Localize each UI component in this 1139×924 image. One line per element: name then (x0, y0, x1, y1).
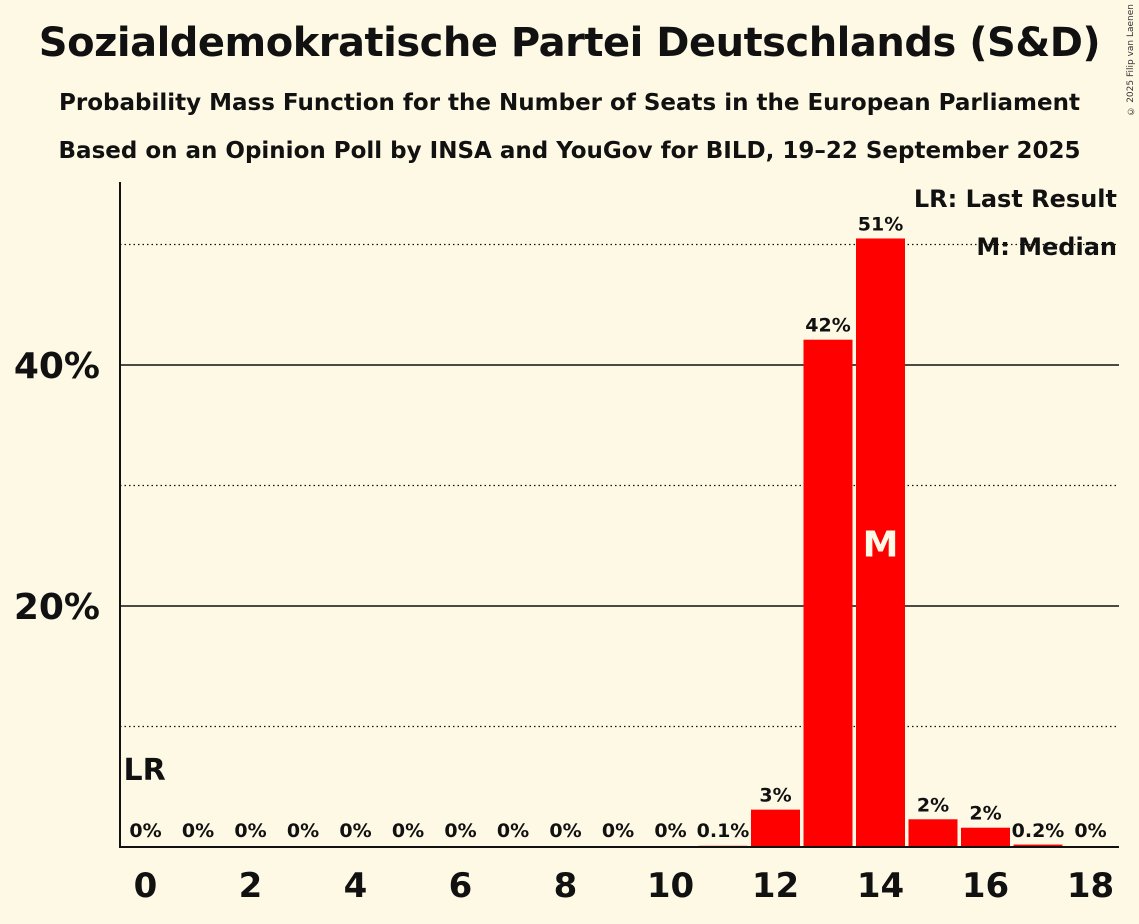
x-tick-label-4: 4 (344, 866, 368, 906)
chart-title: Sozialdemokratische Partei Deutschlands … (38, 20, 1101, 66)
median-marker: M (863, 525, 899, 566)
data-label-seat-4: 0% (339, 820, 371, 842)
data-label-seat-6: 0% (444, 820, 476, 842)
bar-seat-16 (961, 827, 1010, 847)
x-tick-label-6: 6 (449, 866, 473, 906)
bar-seat-17 (1013, 844, 1063, 847)
y-tick-label-40: 40% (14, 346, 100, 387)
data-label-seat-0: 0% (129, 820, 161, 842)
x-tick-label-2: 2 (239, 866, 263, 906)
data-label-seat-7: 0% (497, 820, 529, 842)
last-result-marker: LR (124, 753, 166, 788)
data-label-seat-10: 0% (654, 820, 686, 842)
x-tick-label-18: 18 (1067, 866, 1114, 906)
bar-seat-15 (908, 819, 958, 847)
data-label-seat-8: 0% (549, 820, 581, 842)
data-label-seat-12: 3% (759, 785, 791, 807)
data-label-seat-17: 0.2% (1012, 820, 1065, 842)
x-tick-label-14: 14 (857, 866, 904, 906)
data-label-seat-9: 0% (602, 820, 634, 842)
data-label-seat-5: 0% (392, 820, 424, 842)
bar-seat-13 (803, 339, 853, 847)
data-label-seat-14: 51% (858, 213, 903, 235)
bar-seat-12 (751, 809, 800, 847)
data-label-seat-13: 42% (805, 315, 850, 337)
data-label-seat-16: 2% (969, 803, 1001, 825)
data-label-seat-3: 0% (287, 820, 319, 842)
chart-source: Based on an Opinion Poll by INSA and You… (58, 138, 1081, 164)
x-tick-label-8: 8 (554, 866, 578, 906)
x-tick-label-12: 12 (752, 866, 799, 906)
data-label-seat-18: 0% (1074, 820, 1106, 842)
data-label-seat-1: 0% (182, 820, 214, 842)
x-tick-label-0: 0 (134, 866, 158, 906)
x-tick-label-10: 10 (647, 866, 694, 906)
legend-last-result: LR: Last Result (913, 185, 1117, 213)
x-tick-label-16: 16 (962, 866, 1009, 906)
legend-median: M: Median (976, 233, 1117, 261)
data-label-seat-11: 0.1% (697, 820, 750, 842)
chart-subtitle: Probability Mass Function for the Number… (59, 90, 1080, 116)
data-label-seat-15: 2% (917, 794, 949, 816)
data-label-seat-2: 0% (234, 820, 266, 842)
y-tick-label-20: 20% (14, 587, 100, 628)
bar-seat-14 (856, 238, 905, 848)
